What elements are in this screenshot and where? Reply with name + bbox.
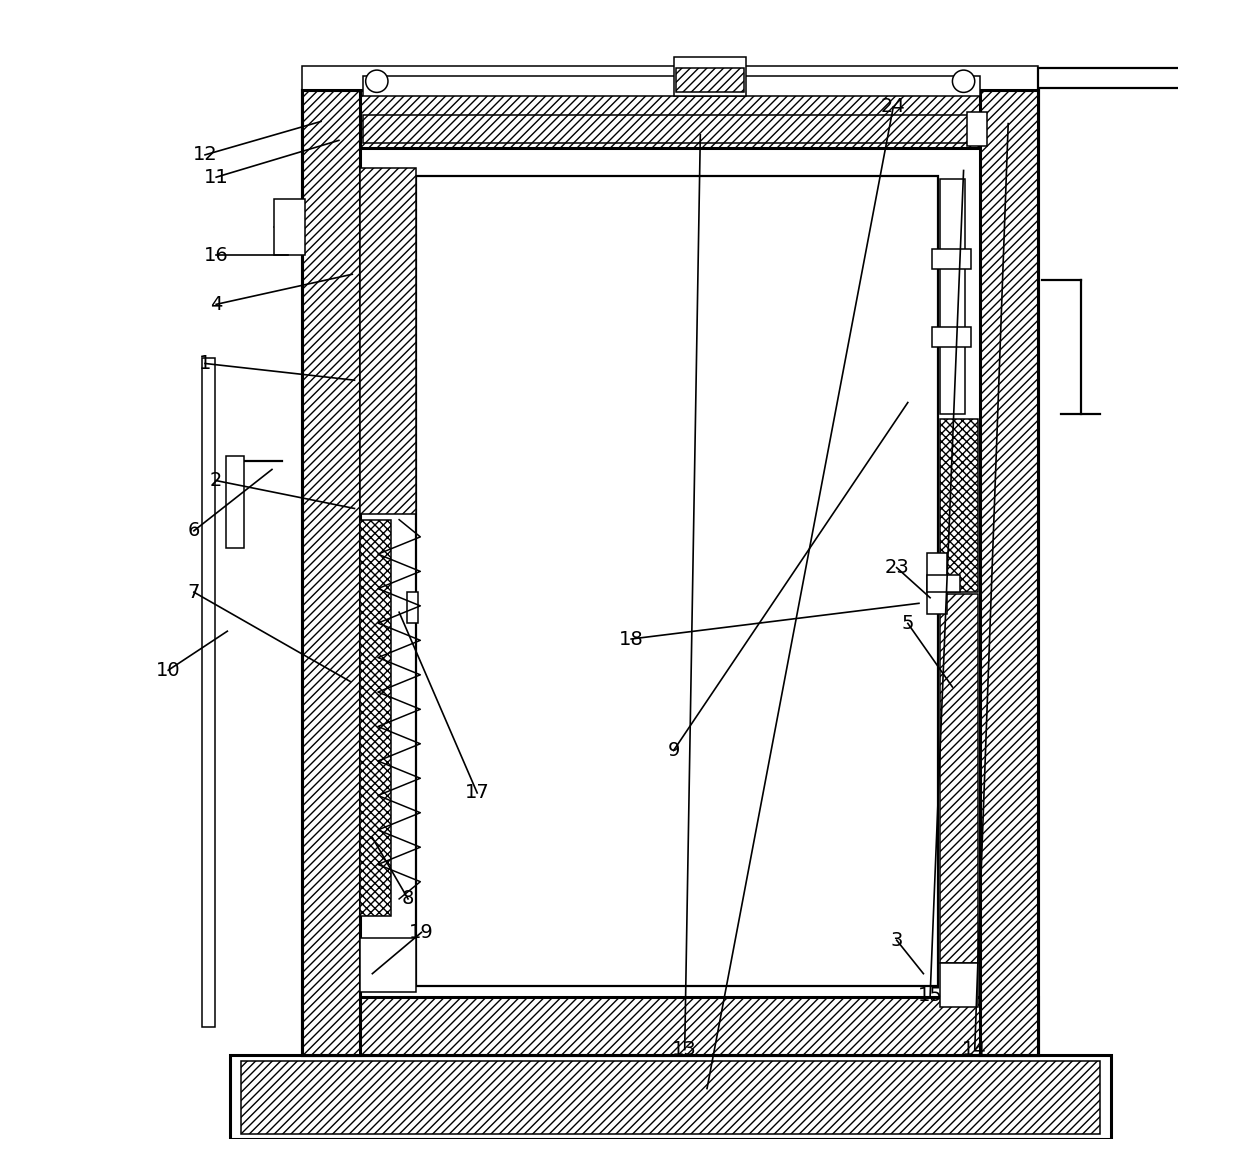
Bar <box>274 200 305 256</box>
Text: 1: 1 <box>198 354 211 373</box>
Bar <box>303 91 360 1055</box>
Text: 23: 23 <box>884 558 909 578</box>
Bar <box>241 1061 1100 1134</box>
Bar <box>926 553 947 615</box>
Bar <box>940 179 965 414</box>
Text: 15: 15 <box>918 987 942 1005</box>
Text: 13: 13 <box>672 1040 697 1059</box>
Bar <box>981 91 1038 1055</box>
Bar <box>363 76 981 95</box>
Text: 12: 12 <box>192 145 217 164</box>
Text: 19: 19 <box>409 923 434 942</box>
Bar <box>360 168 415 514</box>
Bar <box>932 327 971 346</box>
Circle shape <box>952 70 975 93</box>
Text: 5: 5 <box>901 614 914 633</box>
Text: 2: 2 <box>210 471 222 490</box>
Text: 17: 17 <box>465 783 490 803</box>
Bar <box>226 456 244 547</box>
Text: 4: 4 <box>210 295 222 314</box>
Bar <box>303 91 1038 149</box>
Bar <box>363 115 981 143</box>
Bar <box>229 1055 1111 1139</box>
Text: 10: 10 <box>156 661 181 680</box>
Text: 6: 6 <box>187 522 200 540</box>
Bar <box>676 67 744 93</box>
Text: 8: 8 <box>402 889 414 909</box>
Text: 24: 24 <box>880 98 905 116</box>
Bar <box>1038 67 1200 88</box>
Bar <box>303 997 1038 1055</box>
Bar <box>407 593 418 623</box>
Bar <box>940 962 978 1007</box>
Circle shape <box>366 70 388 93</box>
Bar <box>926 575 960 593</box>
Bar <box>967 113 987 146</box>
Text: 3: 3 <box>890 931 903 949</box>
Bar <box>673 57 746 95</box>
Bar <box>415 177 937 985</box>
Text: 9: 9 <box>667 741 680 760</box>
Text: 16: 16 <box>203 246 228 265</box>
Text: 11: 11 <box>203 167 228 187</box>
Text: 7: 7 <box>187 582 200 602</box>
Bar <box>303 91 1038 1055</box>
Bar <box>940 595 978 962</box>
Text: 14: 14 <box>962 1040 987 1059</box>
Bar <box>202 358 215 1027</box>
Bar <box>360 519 391 916</box>
Text: 18: 18 <box>619 630 644 648</box>
Bar <box>932 249 971 268</box>
Bar <box>303 65 1038 91</box>
Bar <box>360 938 415 991</box>
Bar <box>940 419 978 593</box>
